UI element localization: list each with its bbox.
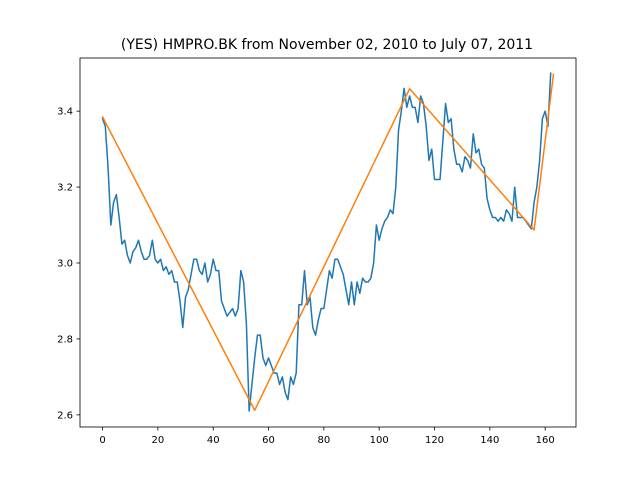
x-tick-label: 60 [262, 435, 275, 446]
series-line-1 [101, 72, 552, 412]
chart-title: (YES) HMPRO.BK from November 02, 2010 to… [121, 37, 533, 53]
x-tick-label: 0 [99, 435, 105, 446]
x-tick-label: 100 [370, 435, 389, 446]
x-tick-label: 80 [317, 435, 330, 446]
x-tick-label: 20 [152, 435, 165, 446]
y-tick-label: 3.2 [57, 183, 73, 194]
axes: 0 20 40 60 80 100 120 140 160 2.6 2.8 3.0 3.2 3.4 [57, 57, 577, 446]
x-tick-label: 120 [425, 435, 444, 446]
y-tick-label: 3.4 [57, 107, 73, 118]
plot-area [101, 72, 555, 412]
y-tick-label: 2.6 [57, 410, 73, 421]
series-line-2 [101, 73, 555, 412]
x-tick-label: 160 [536, 435, 555, 446]
y-tick-label: 3.0 [57, 259, 73, 270]
x-tick-label: 40 [207, 435, 220, 446]
x-tick-label: 140 [480, 435, 499, 446]
axes-frame [79, 57, 577, 428]
y-tick-label: 2.8 [57, 334, 73, 345]
